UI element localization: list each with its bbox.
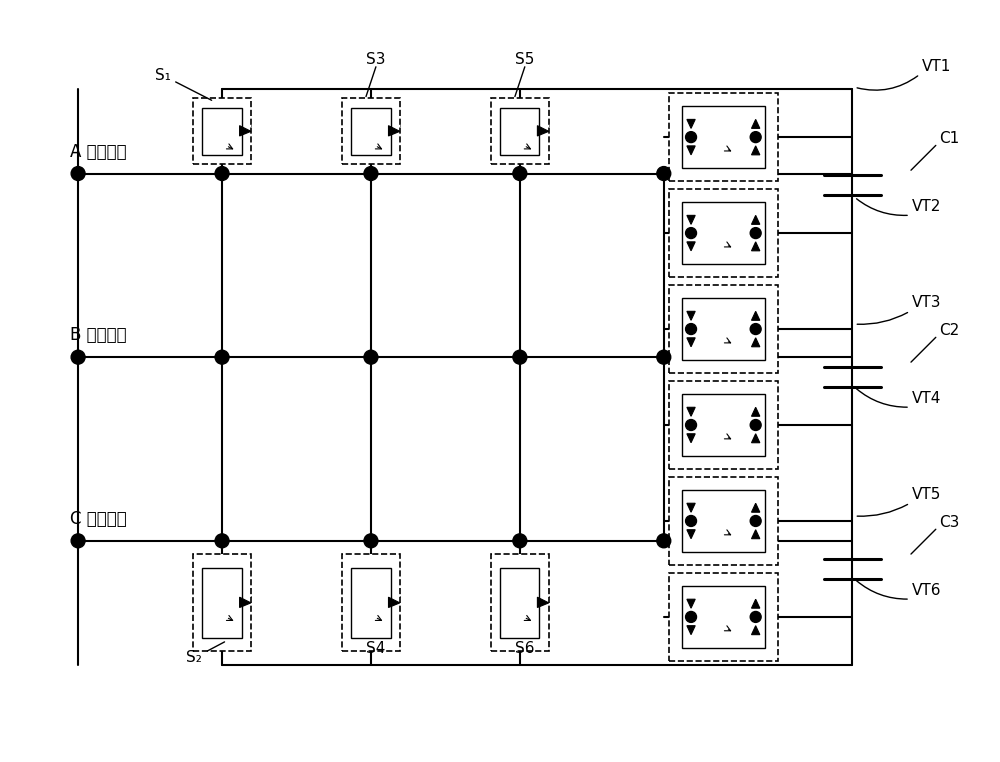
Circle shape	[513, 167, 527, 181]
Circle shape	[750, 516, 761, 527]
Polygon shape	[687, 120, 695, 128]
Circle shape	[686, 516, 697, 527]
Bar	[202, 107, 242, 155]
Circle shape	[750, 324, 761, 335]
Circle shape	[364, 351, 378, 364]
Polygon shape	[752, 408, 760, 416]
Circle shape	[215, 167, 229, 181]
Text: S3: S3	[366, 52, 386, 67]
Circle shape	[686, 420, 697, 431]
Bar	[193, 98, 251, 165]
Text: S4: S4	[366, 641, 386, 655]
Polygon shape	[752, 216, 760, 224]
Circle shape	[657, 534, 671, 548]
Polygon shape	[752, 312, 760, 320]
Bar	[351, 107, 391, 155]
Bar	[682, 203, 765, 264]
Circle shape	[215, 351, 229, 364]
Text: S6: S6	[515, 641, 535, 655]
Polygon shape	[687, 503, 695, 512]
Bar	[682, 490, 765, 552]
Circle shape	[364, 167, 378, 181]
Text: VT1: VT1	[922, 59, 951, 74]
Polygon shape	[752, 120, 760, 128]
Polygon shape	[687, 146, 695, 155]
Polygon shape	[537, 126, 549, 136]
Text: VT5: VT5	[912, 487, 941, 502]
Polygon shape	[752, 434, 760, 443]
Bar	[669, 94, 778, 181]
Text: VT4: VT4	[912, 391, 941, 406]
Bar	[351, 568, 391, 638]
Circle shape	[513, 351, 527, 364]
Circle shape	[686, 228, 697, 239]
Bar	[682, 107, 765, 168]
Bar	[342, 98, 400, 165]
Bar	[202, 568, 242, 638]
Text: S₁: S₁	[155, 68, 212, 101]
Polygon shape	[687, 408, 695, 416]
Polygon shape	[687, 242, 695, 251]
Polygon shape	[240, 126, 251, 136]
Bar	[193, 555, 251, 652]
Circle shape	[215, 534, 229, 548]
Polygon shape	[752, 503, 760, 512]
Bar	[669, 573, 778, 661]
Text: VT3: VT3	[912, 295, 941, 310]
Polygon shape	[752, 626, 760, 635]
Text: C 相输出端: C 相输出端	[70, 510, 127, 528]
Text: S5: S5	[515, 52, 535, 67]
Circle shape	[71, 351, 85, 364]
Polygon shape	[752, 599, 760, 608]
Bar	[669, 285, 778, 373]
Circle shape	[750, 228, 761, 239]
Circle shape	[686, 324, 697, 335]
Circle shape	[364, 534, 378, 548]
Bar	[669, 477, 778, 565]
Circle shape	[750, 420, 761, 431]
Text: VT6: VT6	[912, 583, 941, 598]
Circle shape	[71, 534, 85, 548]
Bar	[669, 189, 778, 277]
Bar	[669, 381, 778, 469]
Circle shape	[686, 611, 697, 623]
Circle shape	[513, 534, 527, 548]
Polygon shape	[537, 597, 549, 607]
Text: S₂: S₂	[186, 642, 225, 665]
Text: C3: C3	[939, 515, 959, 530]
Polygon shape	[687, 312, 695, 320]
Bar	[491, 98, 549, 165]
Circle shape	[71, 167, 85, 181]
Bar	[491, 555, 549, 652]
Polygon shape	[687, 599, 695, 608]
Polygon shape	[687, 434, 695, 443]
Polygon shape	[687, 338, 695, 347]
Polygon shape	[687, 626, 695, 635]
Bar	[500, 107, 539, 155]
Bar	[682, 299, 765, 360]
Text: C1: C1	[939, 131, 959, 146]
Polygon shape	[687, 530, 695, 539]
Polygon shape	[687, 216, 695, 224]
Circle shape	[750, 611, 761, 623]
Polygon shape	[752, 242, 760, 251]
Polygon shape	[240, 597, 251, 607]
Text: C2: C2	[939, 323, 959, 338]
Circle shape	[750, 132, 761, 142]
Polygon shape	[752, 338, 760, 347]
Polygon shape	[752, 530, 760, 539]
Bar	[500, 568, 539, 638]
Circle shape	[657, 167, 671, 181]
Polygon shape	[752, 146, 760, 155]
Circle shape	[657, 351, 671, 364]
Polygon shape	[388, 126, 400, 136]
Polygon shape	[388, 597, 400, 607]
Circle shape	[686, 132, 697, 142]
Bar	[682, 395, 765, 456]
Text: VT2: VT2	[912, 199, 941, 214]
Bar	[342, 555, 400, 652]
Bar	[682, 586, 765, 648]
Text: A 相输出端: A 相输出端	[70, 142, 127, 161]
Text: B 相输出端: B 相输出端	[70, 326, 127, 344]
